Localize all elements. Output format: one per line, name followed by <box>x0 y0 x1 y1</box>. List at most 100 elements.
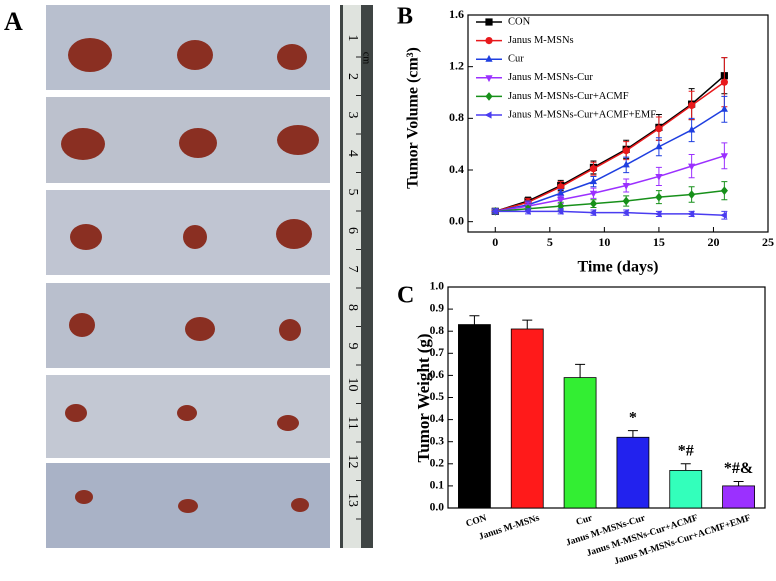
marker <box>485 18 493 26</box>
error-bar <box>575 363 586 378</box>
marker <box>621 209 629 217</box>
y-tick-label: 0.9 <box>430 303 445 315</box>
legend-label: Janus M-MSNs-Cur+ACMF <box>508 91 629 102</box>
bar <box>563 377 597 509</box>
ruler-number: 4 <box>345 150 360 157</box>
y-tick-label: 0.4 <box>449 162 464 176</box>
bar <box>458 324 491 509</box>
ruler-unit: cm <box>361 52 372 64</box>
marker <box>655 192 663 202</box>
marker <box>622 147 630 155</box>
error-bar <box>627 430 638 438</box>
series-line <box>495 108 725 213</box>
x-tick-label: CON <box>465 513 488 529</box>
legend-label: Cur <box>508 54 524 65</box>
series-line <box>495 210 725 216</box>
y-tick-label: 0.7 <box>430 347 445 359</box>
ruler-number: 8 <box>345 304 360 311</box>
marker <box>523 207 531 215</box>
x-tick-label: 5 <box>547 235 553 249</box>
y-tick-label: 0.8 <box>449 110 464 124</box>
marker <box>688 125 696 133</box>
ruler-number: 2 <box>345 73 360 80</box>
marker <box>720 211 727 219</box>
ruler-number: 7 <box>345 266 360 273</box>
y-tick-label: 0.2 <box>430 457 445 469</box>
marker <box>720 153 728 161</box>
ruler-number: 9 <box>345 343 360 350</box>
x-tick-label: Janus M-MSNs <box>478 513 541 542</box>
y-tick-label: 1.6 <box>449 7 464 21</box>
ruler-number: 10 <box>345 378 360 392</box>
marker <box>655 125 663 133</box>
marker <box>688 163 696 171</box>
plot-frame <box>467 14 769 233</box>
error-bar <box>680 463 691 471</box>
tumors <box>61 38 319 513</box>
bar <box>669 470 703 509</box>
marker <box>557 188 565 196</box>
ruler-number: 1 <box>345 35 360 42</box>
panel-label: C <box>397 283 414 309</box>
marker <box>654 210 662 218</box>
ruler-number: 11 <box>345 416 360 429</box>
marker <box>720 186 728 195</box>
marker <box>589 177 598 185</box>
marker <box>622 160 630 168</box>
x-tick-label: Cur <box>575 513 594 528</box>
series-line <box>495 155 725 213</box>
error-bar <box>522 319 533 329</box>
annotation: *# <box>678 442 694 459</box>
y-axis-title: Tumor Weight (g) <box>414 333 433 462</box>
series-line <box>495 81 725 213</box>
x-tick-label: 20 <box>707 235 719 249</box>
marker <box>655 173 663 181</box>
y-tick-label: 0.0 <box>430 502 445 514</box>
marker <box>490 207 498 215</box>
ruler-number: 12 <box>345 455 360 469</box>
marker <box>485 54 493 62</box>
error-bar <box>733 480 744 486</box>
series-line <box>495 75 725 213</box>
y-tick-label: 1.0 <box>430 281 445 293</box>
marker <box>589 199 598 208</box>
marker <box>484 111 492 119</box>
marker <box>589 209 596 217</box>
marker <box>688 190 696 199</box>
bar <box>722 485 755 509</box>
marker <box>556 207 564 215</box>
panel-label: A <box>4 7 23 36</box>
ruler-number: 13 <box>345 493 360 507</box>
legend-label: Janus M-MSNs-Cur+ACMF+EMF <box>508 109 656 120</box>
x-tick-label: 15 <box>653 235 665 249</box>
y-axis-title: Tumor Volume (cm³) <box>405 47 422 189</box>
x-tick-label: 25 <box>762 235 774 249</box>
marker <box>589 190 598 198</box>
marker <box>688 101 696 110</box>
marker <box>720 78 728 86</box>
bar <box>616 436 650 509</box>
plot-frame <box>447 286 766 509</box>
marker <box>687 210 695 218</box>
y-tick-label: 0.6 <box>430 369 445 381</box>
ruler-scale <box>343 5 361 548</box>
y-tick-label: 0.3 <box>430 435 445 447</box>
marker <box>485 92 493 101</box>
marker <box>557 183 565 191</box>
marker <box>720 104 728 112</box>
marker <box>485 75 493 83</box>
y-tick-label: 0.4 <box>430 413 445 425</box>
legend-label: CON <box>508 16 531 27</box>
marker <box>622 196 630 206</box>
marker <box>655 142 663 150</box>
x-tick-label: 0 <box>492 235 498 249</box>
panel-label: B <box>397 4 413 30</box>
series-line <box>495 189 725 213</box>
marker <box>557 197 565 205</box>
ruler-number: 6 <box>345 227 360 234</box>
bar <box>510 328 544 509</box>
annotation: * <box>629 409 637 426</box>
